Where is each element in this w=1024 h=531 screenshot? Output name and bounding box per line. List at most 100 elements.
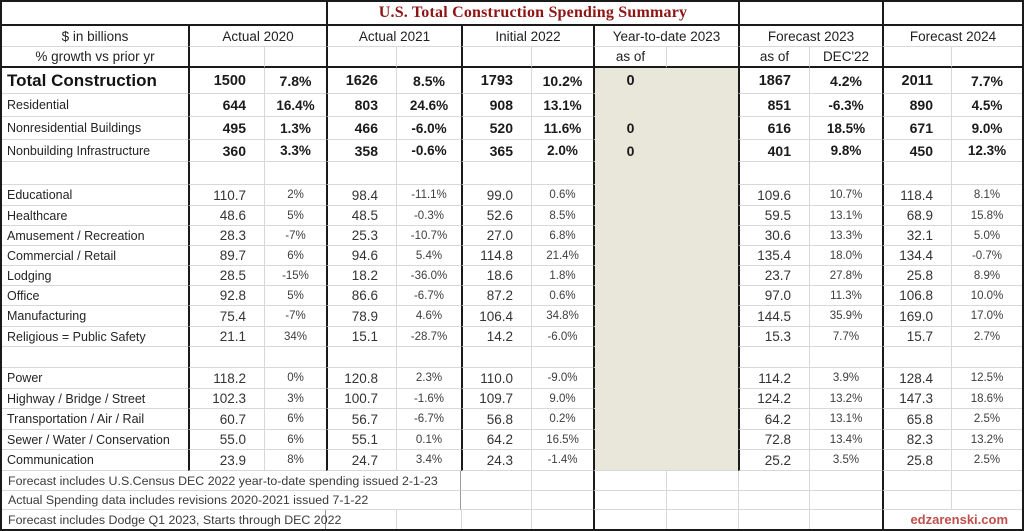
empty-cell [666,510,738,529]
row-label: Residential [2,94,188,117]
percent-cell [396,162,461,185]
sub-header-cell [188,47,264,68]
footnote: Forecast includes U.S.Census DEC 2022 ye… [2,471,461,491]
ytd-cell [666,206,738,226]
percent-cell: 13.1% [809,206,882,226]
percent-cell: 17.0% [951,306,1022,327]
value-cell: 56.8 [461,409,531,430]
ytd-cell [593,389,666,409]
value-cell [738,162,809,185]
percent-cell: 2.3% [396,368,461,389]
ytd-cell [666,327,738,347]
empty-cell [531,510,593,529]
percent-cell: -6.7% [396,286,461,306]
ytd-cell [666,185,738,206]
footnote-row: Forecast includes U.S.Census DEC 2022 ye… [2,471,1022,491]
percent-cell: 1.3% [264,117,326,140]
row-label: Healthcare [2,206,188,226]
column-header-forecast-2023: Forecast 2023 [738,26,882,47]
percent-cell: 13.4% [809,430,882,450]
value-cell: 644 [188,94,264,117]
value-cell: 64.2 [461,430,531,450]
value-cell: 15.7 [882,327,951,347]
footnote: Actual Spending data includes revisions … [2,491,461,510]
footnote-row: Forecast includes Dodge Q1 2023, Starts … [2,510,1022,529]
percent-cell: -7% [264,306,326,327]
value-cell: 94.6 [326,246,396,266]
empty-cell [809,471,882,491]
percent-cell: -0.3% [396,206,461,226]
sub-header-cell [461,47,531,68]
value-cell: 72.8 [738,430,809,450]
table-row: Transportation / Air / Rail 60.7 6% 56.7 -6.… [2,409,1022,430]
percent-cell: 11.6% [531,117,593,140]
percent-cell: 2.7% [951,327,1022,347]
sub-header-asof-ytd: as of [593,47,666,68]
sub-header-cell [666,47,738,68]
ytd-cell [666,409,738,430]
ytd-cell [666,94,738,117]
column-header-initial-2022: Initial 2022 [461,26,593,47]
empty-cell [738,510,809,529]
value-cell: 114.8 [461,246,531,266]
ytd-cell [593,430,666,450]
percent-cell: -36.0% [396,266,461,286]
percent-cell: 4.2% [809,68,882,94]
growth-label: % growth vs prior yr [2,47,188,68]
table-row: Religious = Public Safety 21.1 34% 15.1 -28.… [2,327,1022,347]
empty-cell [593,491,666,510]
empty-cell [593,510,666,529]
row-label: Nonresidential Buildings [2,117,188,140]
row-label: Power [2,368,188,389]
empty-cell [531,471,593,491]
empty-cell [882,491,951,510]
percent-cell: -0.7% [951,246,1022,266]
table-row: Healthcare 48.6 5% 48.5 -0.3% 52.6 8.5% 59.5 13.… [2,206,1022,226]
row-label: Nonbuilding Infrastructure [2,140,188,162]
empty-cell [461,491,531,510]
watermark: edzarenski.com [882,510,1022,529]
value-cell: 144.5 [738,306,809,327]
percent-cell: 13.2% [951,430,1022,450]
percent-cell: 13.3% [809,226,882,246]
value-cell: 24.3 [461,450,531,471]
empty-cell [531,491,593,510]
value-cell: 25.8 [882,450,951,471]
percent-cell: 8.9% [951,266,1022,286]
table-footer: Forecast includes U.S.Census DEC 2022 ye… [2,471,1022,529]
percent-cell: 35.9% [809,306,882,327]
row-label: Lodging [2,266,188,286]
percent-cell: 5.4% [396,246,461,266]
percent-cell: 13.2% [809,389,882,409]
value-cell: 68.9 [882,206,951,226]
percent-cell: 3.4% [396,450,461,471]
sub-header-cell [531,47,593,68]
ytd-cell [666,306,738,327]
value-cell: 118.2 [188,368,264,389]
value-cell: 55.1 [326,430,396,450]
value-cell: 15.3 [738,327,809,347]
value-cell: 120.8 [326,368,396,389]
ytd-cell [593,368,666,389]
value-cell: 89.7 [188,246,264,266]
percent-cell: 24.6% [396,94,461,117]
value-cell: 24.7 [326,450,396,471]
empty-cell [951,491,1022,510]
table-row: Total Construction 1500 7.8% 1626 8.5% 1793 10… [2,68,1022,94]
value-cell: 365 [461,140,531,162]
table-row: Lodging 28.5 -15% 18.2 -36.0% 18.6 1.8% 23.7 27.… [2,266,1022,286]
percent-cell: 8.1% [951,185,1022,206]
percent-cell: 3% [264,389,326,409]
percent-cell: 16.5% [531,430,593,450]
percent-cell [396,347,461,368]
percent-cell: 18.6% [951,389,1022,409]
ytd-cell [666,286,738,306]
ytd-cell [593,246,666,266]
percent-cell: 7.8% [264,68,326,94]
percent-cell: 6% [264,246,326,266]
value-cell: 28.3 [188,226,264,246]
percent-cell: 4.5% [951,94,1022,117]
percent-cell: 5% [264,206,326,226]
ytd-cell [666,117,738,140]
